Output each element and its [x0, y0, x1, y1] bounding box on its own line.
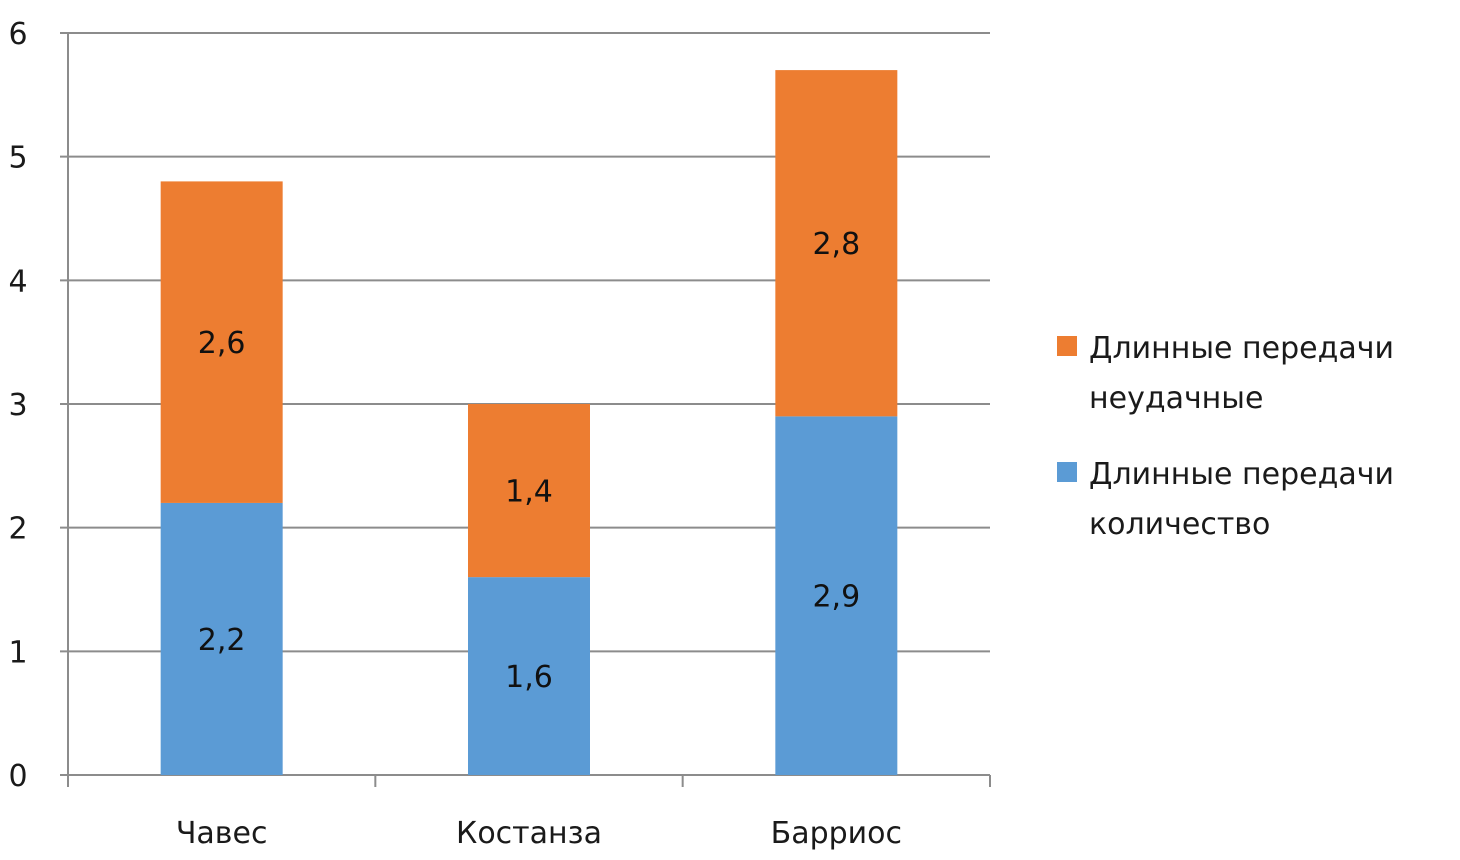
bar-segment-count: [775, 416, 898, 775]
data-labels: 2,2 2,6 1,6 1,4 2,9 2,8: [198, 227, 860, 695]
y-tick-label: 4: [8, 264, 27, 299]
bar-segment-failed: [160, 181, 283, 503]
data-label: 1,6: [505, 660, 553, 695]
y-tick-label: 3: [8, 388, 27, 423]
legend-label: количество: [1089, 507, 1270, 542]
bar-segment-failed: [775, 70, 898, 417]
data-label: 2,9: [812, 580, 860, 615]
legend-label: Длинные передачи: [1089, 331, 1394, 366]
category-label: Чавес: [176, 816, 268, 851]
y-tick-label: 0: [8, 759, 27, 794]
data-label: 2,2: [198, 623, 246, 658]
data-label: 2,6: [198, 326, 246, 361]
category-label: Барриос: [771, 816, 902, 851]
bars: [160, 70, 898, 775]
legend-swatch: [1057, 336, 1077, 356]
category-label: Костанза: [456, 816, 602, 851]
data-label: 1,4: [505, 475, 553, 510]
bar-segment-count: [160, 502, 283, 775]
data-label: 2,8: [812, 227, 860, 262]
y-tick-label: 2: [8, 512, 27, 547]
y-tick-label: 6: [8, 17, 27, 52]
legend-swatch: [1057, 462, 1077, 482]
axes: 0 1 2 3 4 5 6 Чавес Костанза Барриос: [8, 17, 991, 851]
legend-label: Длинные передачи: [1089, 457, 1394, 492]
bar-segment-count: [468, 577, 590, 775]
legend: Длинные передачи неудачные Длинные передач…: [1057, 331, 1394, 542]
legend-label: неудачные: [1089, 381, 1263, 416]
bar-segment-failed: [468, 404, 590, 578]
y-tick-label: 5: [8, 141, 27, 176]
y-tick-label: 1: [8, 635, 27, 670]
